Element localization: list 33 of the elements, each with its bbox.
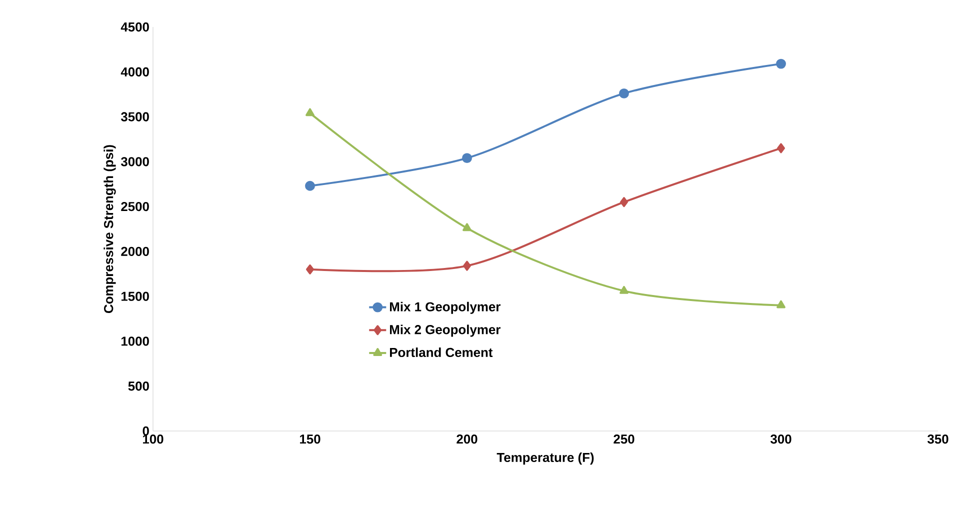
point [620, 286, 628, 294]
point [777, 143, 785, 154]
y-tick-label: 2000 [121, 246, 149, 256]
x-tick-label: 300 [770, 434, 792, 444]
y-tick-label: 3500 [120, 112, 149, 122]
point [462, 223, 472, 232]
point [620, 197, 628, 208]
y-tick-label: 3000 [120, 157, 149, 166]
point [462, 153, 472, 164]
y-tick-label: 1500 [121, 292, 149, 301]
x-tick-label: 150 [300, 434, 320, 444]
point [776, 300, 786, 308]
legend-label: Mix 2 Geopolymer [390, 324, 500, 337]
point [306, 264, 314, 274]
x-axis-title: Temperature (F) [496, 452, 594, 465]
x-tick-label: 100 [143, 434, 164, 444]
x-tick-label: 200 [456, 434, 478, 444]
y-tick-label: 4500 [120, 22, 149, 32]
point [776, 58, 786, 69]
y-tick-label: 500 [128, 382, 149, 391]
y-tick-label: 4000 [120, 67, 149, 76]
x-tick-label: 250 [614, 434, 634, 444]
point [306, 108, 314, 116]
point [305, 180, 315, 191]
y-tick-label: 1000 [121, 336, 149, 346]
y-tick-label: 2500 [121, 202, 149, 212]
y-tick-label: 0 [142, 426, 149, 436]
legend-label: Mix 1 Geopolymer [390, 302, 500, 314]
x-tick-label: 350 [928, 434, 948, 444]
point [463, 260, 471, 271]
legend-label: Portland Cement [390, 348, 493, 358]
point [619, 88, 629, 98]
y-axis-title: Compressive Strength (psi) [104, 145, 116, 314]
